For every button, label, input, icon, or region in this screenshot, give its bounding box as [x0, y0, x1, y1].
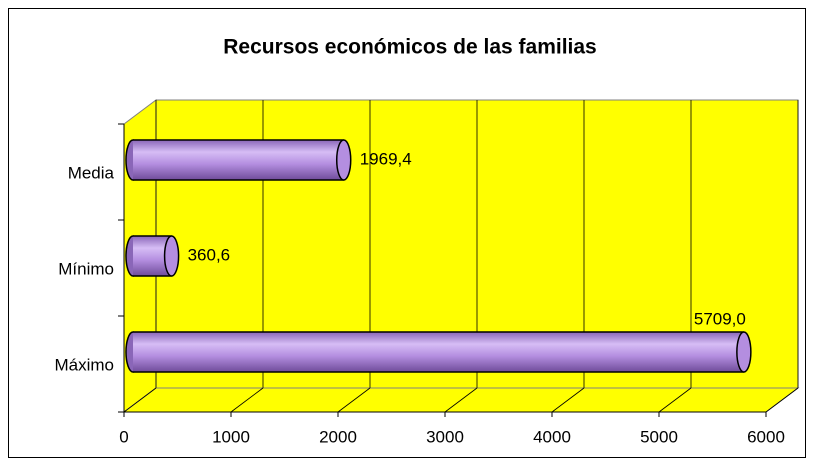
x-tick-label: 1000 [212, 427, 250, 446]
cylinder-cap [163, 235, 180, 277]
x-tick-label: 6000 [747, 427, 785, 446]
cylinder-cap [736, 331, 752, 373]
bar [133, 140, 344, 180]
floor-grid-line [230, 387, 264, 413]
y-tick-label: Media [68, 163, 115, 182]
floor-grid-line [337, 387, 371, 413]
cylinder-cap [335, 139, 352, 181]
x-tick-label: 5000 [640, 427, 678, 446]
data-label: 360,6 [188, 245, 231, 264]
y-tick-label: Mínimo [58, 259, 114, 278]
bar-outline [133, 235, 172, 277]
bar [133, 332, 744, 372]
floor-grid-line [551, 387, 585, 413]
x-tick-label: 0 [119, 427, 128, 446]
data-label: 5709,0 [694, 309, 746, 328]
floor-grid-line [765, 387, 799, 413]
bar-outline [133, 139, 344, 181]
y-tick-label: Máximo [54, 355, 114, 374]
floor-grid-line [123, 387, 157, 413]
x-tick-label: 2000 [319, 427, 357, 446]
bar-outline [133, 331, 744, 373]
x-tick-label: 4000 [533, 427, 571, 446]
data-label: 1969,4 [360, 149, 412, 168]
chart-title: Recursos económicos de las familias [223, 36, 597, 59]
x-tick-label: 3000 [426, 427, 464, 446]
floor-grid-line [444, 387, 478, 413]
floor-grid-line [658, 387, 692, 413]
